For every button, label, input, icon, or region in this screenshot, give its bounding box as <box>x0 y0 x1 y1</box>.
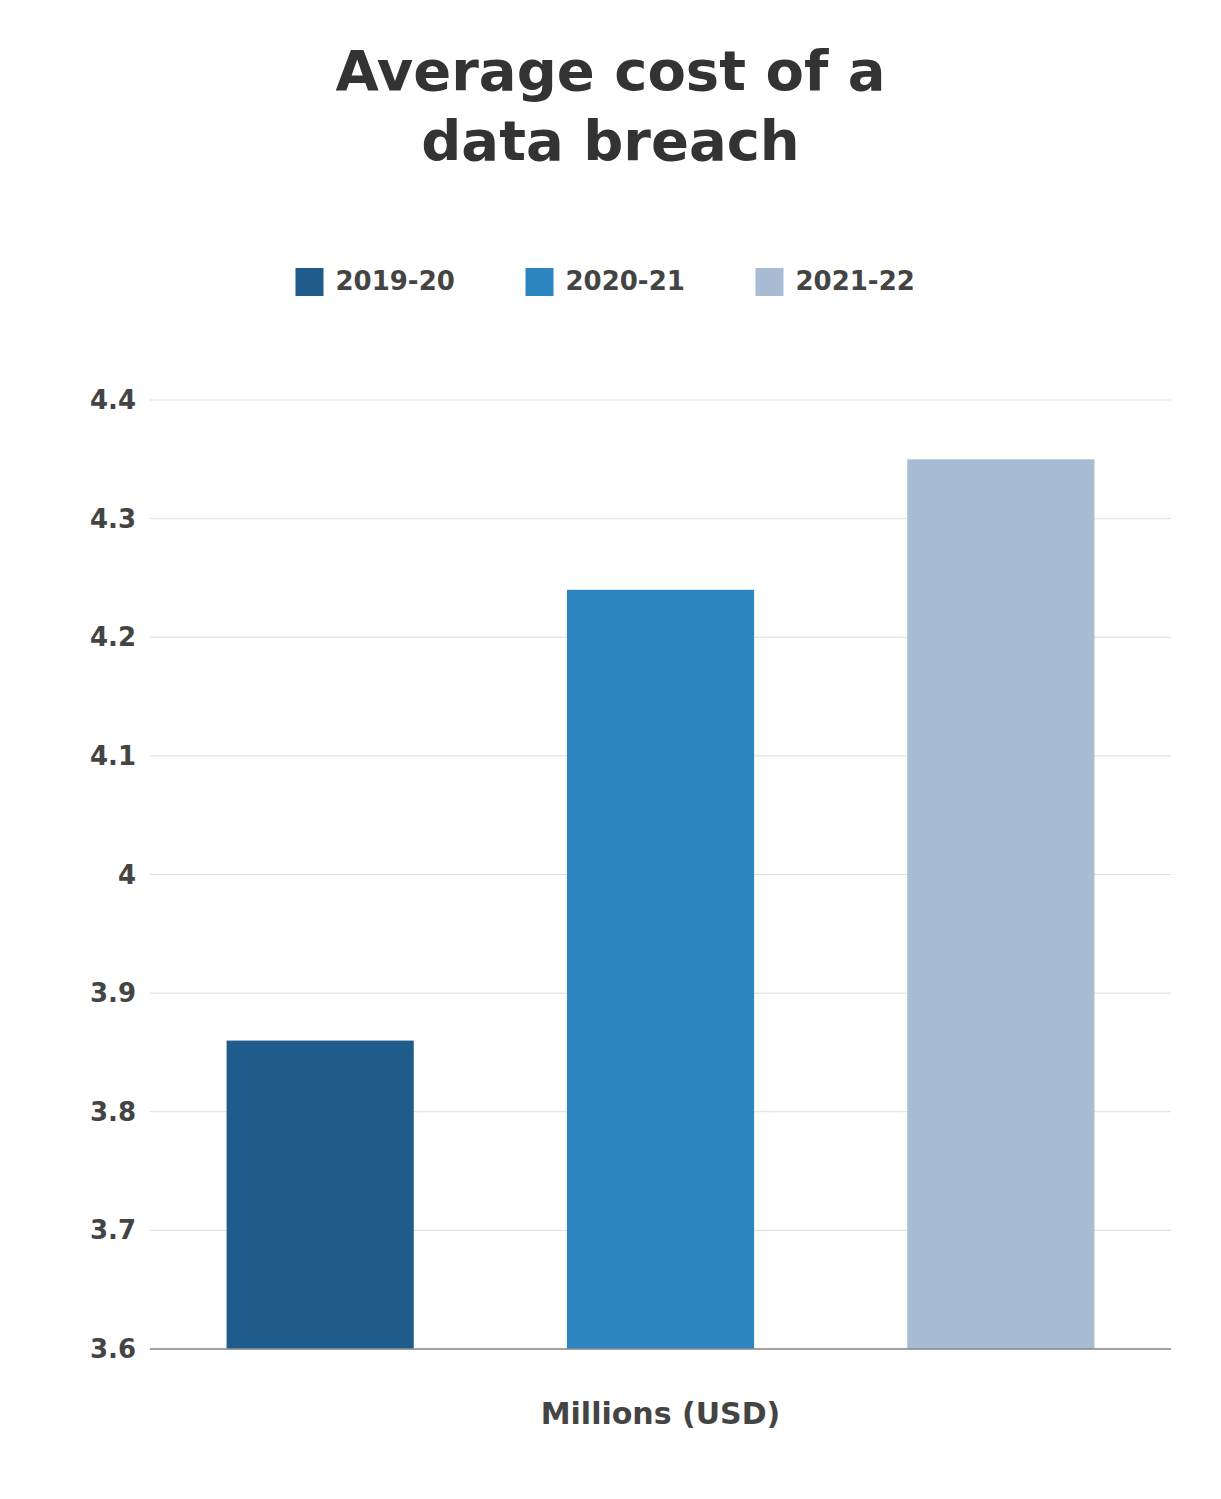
y-tick-label: 4.1 <box>90 741 136 771</box>
legend-label: 2021-22 <box>796 266 915 296</box>
bar <box>567 590 754 1349</box>
grid-line <box>150 400 1171 401</box>
y-tick-label: 3.9 <box>90 978 136 1008</box>
bar <box>907 459 1094 1349</box>
y-tick-label: 3.6 <box>90 1334 136 1364</box>
grid-line <box>150 1349 1171 1350</box>
y-tick-label: 4.2 <box>90 622 136 652</box>
title: Average cost of adata breach <box>335 38 885 173</box>
legend: 2019-20 2020-21 2021-22 <box>296 266 915 296</box>
x-axis-line <box>150 1348 1171 1350</box>
y-tick-label: 4.3 <box>90 504 136 534</box>
y-tick-label: 4 <box>118 860 136 890</box>
y-tick-label: 3.8 <box>90 1097 136 1127</box>
y-tick-label: 4.4 <box>90 385 136 415</box>
legend-swatch <box>526 268 554 296</box>
grid <box>150 400 1171 1349</box>
legend-swatch <box>296 268 324 296</box>
y-tick-label: 3.7 <box>90 1215 136 1245</box>
bars <box>227 459 1095 1349</box>
legend-label: 2019-20 <box>336 266 455 296</box>
bar <box>227 1041 414 1349</box>
chart: Average cost of adata breach 2019-20 2020-… <box>0 0 1221 1499</box>
x-axis-label: Millions (USD) <box>541 1396 781 1431</box>
legend-swatch <box>756 268 784 296</box>
legend-label: 2020-21 <box>566 266 685 296</box>
